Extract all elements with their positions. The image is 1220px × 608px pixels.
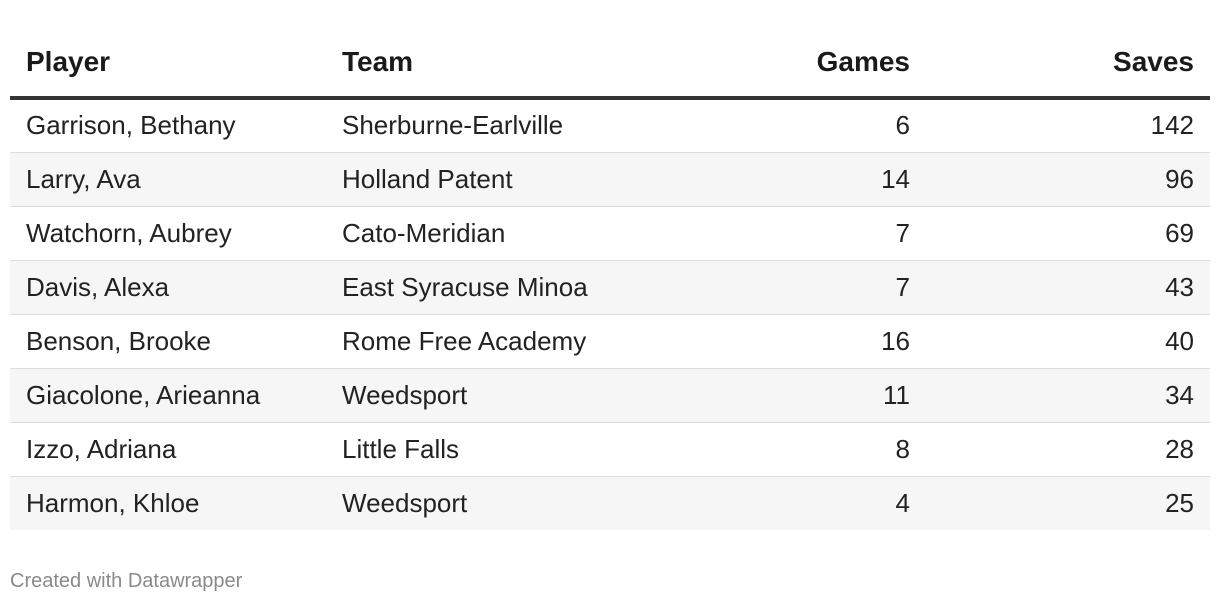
cell-games: 14 [642,152,926,207]
cell-team: Cato-Meridian [326,206,642,261]
column-header-team[interactable]: Team [326,28,642,100]
datawrapper-credit: Created with Datawrapper [10,570,243,592]
cell-games: 6 [642,98,926,153]
cell-team: Little Falls [326,422,642,477]
column-header-saves[interactable]: Saves [926,28,1210,100]
table-body: Garrison, Bethany Sherburne-Earlville 6 142… [10,98,1210,530]
table-row: Garrison, Bethany Sherburne-Earlville 6 142 [10,98,1210,153]
header-row: Player Team Games Saves [10,28,1210,100]
cell-team: Rome Free Academy [326,314,642,369]
table-row: Watchorn, Aubrey Cato-Meridian 7 69 [10,206,1210,261]
cell-saves: 43 [926,260,1210,315]
cell-player: Watchorn, Aubrey [10,206,326,261]
cell-games: 4 [642,476,926,530]
table-row: Benson, Brooke Rome Free Academy 16 40 [10,314,1210,369]
cell-saves: 69 [926,206,1210,261]
data-table: Player Team Games Saves Garrison, Bethan… [10,28,1210,530]
cell-saves: 96 [926,152,1210,207]
cell-player: Izzo, Adriana [10,422,326,477]
cell-games: 8 [642,422,926,477]
column-header-games[interactable]: Games [642,28,926,100]
data-table-container: Player Team Games Saves Garrison, Bethan… [10,28,1210,530]
cell-games: 7 [642,260,926,315]
table-row: Harmon, Khloe Weedsport 4 25 [10,476,1210,530]
cell-saves: 142 [926,98,1210,153]
cell-team: Weedsport [326,476,642,530]
cell-games: 7 [642,206,926,261]
cell-games: 11 [642,368,926,423]
table-row: Larry, Ava Holland Patent 14 96 [10,152,1210,207]
cell-player: Benson, Brooke [10,314,326,369]
cell-saves: 34 [926,368,1210,423]
column-header-player[interactable]: Player [10,28,326,100]
table-header: Player Team Games Saves [10,28,1210,100]
cell-saves: 40 [926,314,1210,369]
cell-player: Davis, Alexa [10,260,326,315]
cell-player: Larry, Ava [10,152,326,207]
table-row: Davis, Alexa East Syracuse Minoa 7 43 [10,260,1210,315]
cell-team: East Syracuse Minoa [326,260,642,315]
table-row: Giacolone, Arieanna Weedsport 11 34 [10,368,1210,423]
cell-player: Garrison, Bethany [10,98,326,153]
cell-team: Weedsport [326,368,642,423]
cell-games: 16 [642,314,926,369]
cell-saves: 25 [926,476,1210,530]
cell-player: Harmon, Khloe [10,476,326,530]
cell-team: Sherburne-Earlville [326,98,642,153]
cell-player: Giacolone, Arieanna [10,368,326,423]
cell-team: Holland Patent [326,152,642,207]
table-row: Izzo, Adriana Little Falls 8 28 [10,422,1210,477]
cell-saves: 28 [926,422,1210,477]
